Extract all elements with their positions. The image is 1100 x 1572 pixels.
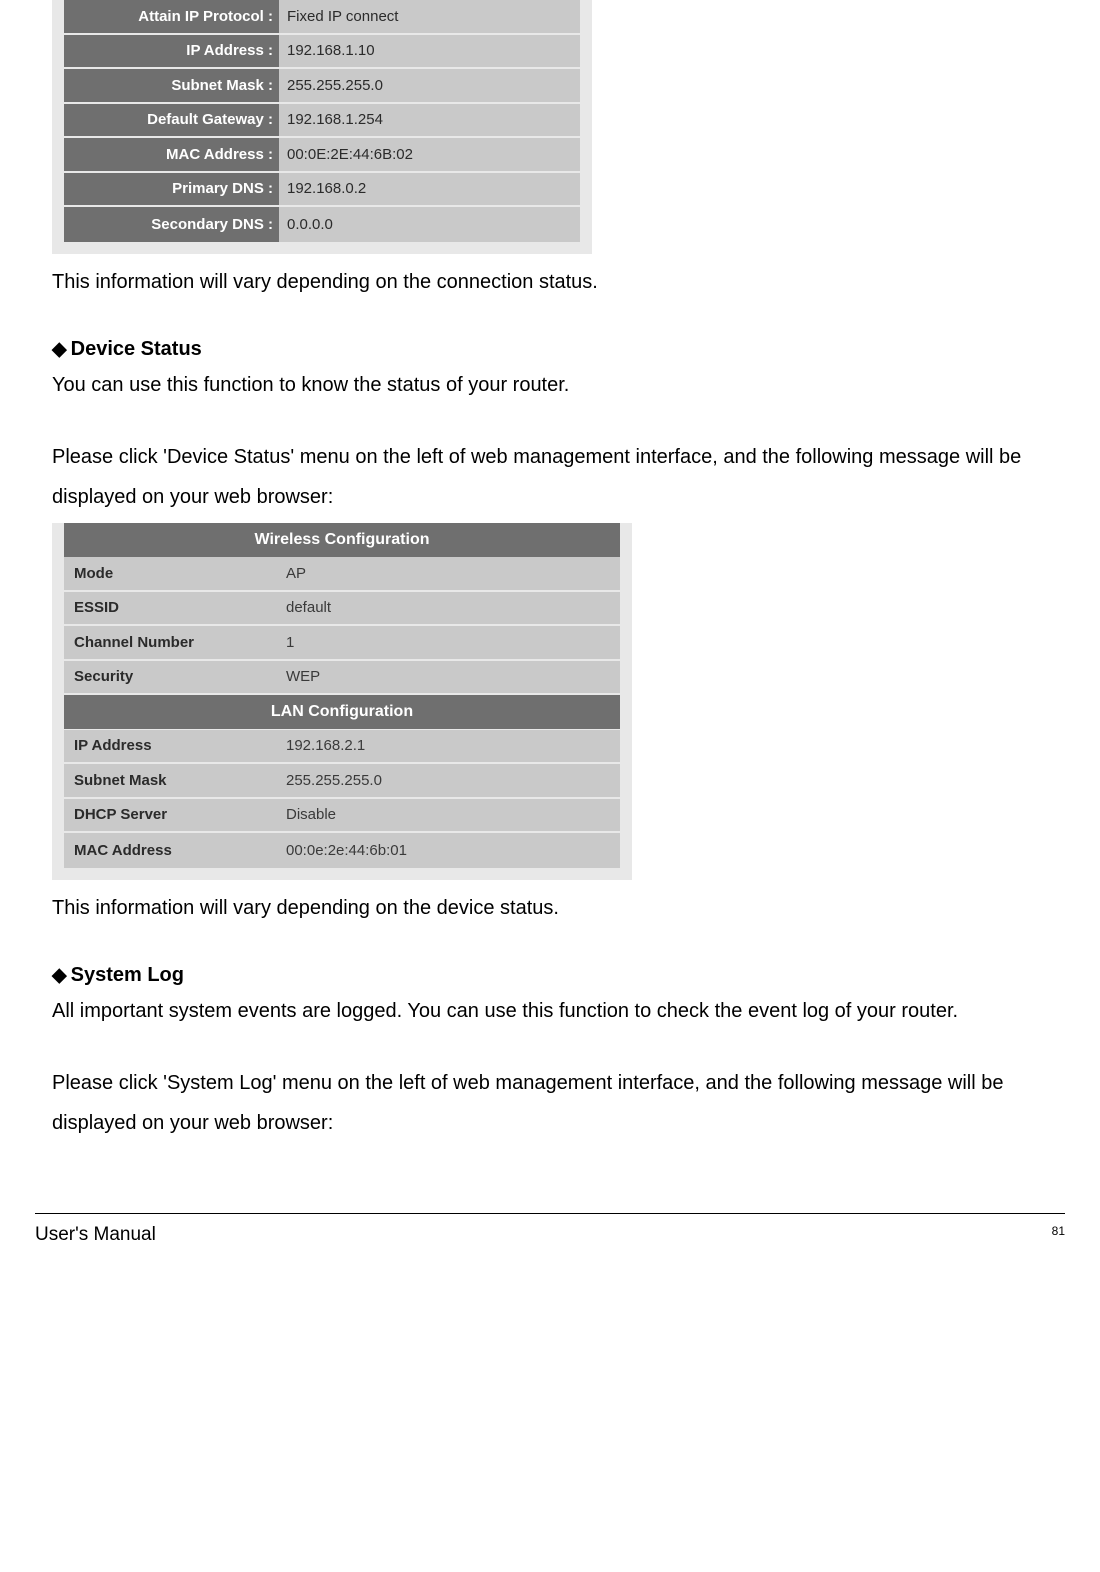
row-value: Fixed IP connect — [279, 0, 580, 33]
footer-title: User's Manual — [35, 1224, 156, 1246]
diamond-bullet-icon: ◆ — [52, 965, 67, 986]
row-value: WEP — [264, 661, 620, 694]
system-log-heading: ◆System Log — [52, 964, 1065, 987]
row-value: 192.168.1.10 — [279, 35, 580, 68]
table-row: Subnet Mask : 255.255.255.0 — [64, 69, 580, 104]
row-label: Primary DNS : — [64, 173, 279, 206]
row-label: Security — [64, 661, 264, 694]
row-label: Attain IP Protocol : — [64, 0, 279, 33]
heading-text: System Log — [71, 964, 184, 986]
paragraph: Please click 'System Log' menu on the le… — [52, 1063, 1065, 1143]
paragraph: This information will vary depending on … — [52, 888, 1065, 928]
table-row: Security WEP — [64, 661, 620, 696]
row-value: 0.0.0.0 — [279, 207, 580, 242]
paragraph: This information will vary depending on … — [52, 262, 1065, 302]
row-label: DHCP Server — [64, 799, 264, 832]
row-label: Channel Number — [64, 626, 264, 659]
row-value: default — [264, 592, 620, 625]
row-value: 255.255.255.0 — [264, 764, 620, 797]
row-value: 00:0E:2E:44:6B:02 — [279, 138, 580, 171]
row-label: Subnet Mask — [64, 764, 264, 797]
row-value: 192.168.1.254 — [279, 104, 580, 137]
row-value: 1 — [264, 626, 620, 659]
table-header-row: LAN Configuration — [64, 695, 620, 730]
row-label: IP Address : — [64, 35, 279, 68]
row-label: IP Address — [64, 730, 264, 763]
page-content: Attain IP Protocol : Fixed IP connect IP… — [35, 0, 1065, 1246]
row-label: MAC Address — [64, 833, 264, 868]
paragraph: You can use this function to know the st… — [52, 365, 1065, 405]
table-row: Secondary DNS : 0.0.0.0 — [64, 207, 580, 242]
table-row: ESSID default — [64, 592, 620, 627]
table-row: MAC Address 00:0e:2e:44:6b:01 — [64, 833, 620, 868]
table-row: MAC Address : 00:0E:2E:44:6B:02 — [64, 138, 580, 173]
heading-text: Device Status — [71, 338, 202, 360]
row-value: 00:0e:2e:44:6b:01 — [264, 833, 620, 868]
row-value: 255.255.255.0 — [279, 69, 580, 102]
paragraph: Please click 'Device Status' menu on the… — [52, 437, 1065, 517]
page-footer: User's Manual 81 — [35, 1213, 1065, 1246]
row-value: AP — [264, 557, 620, 590]
table-row: Mode AP — [64, 557, 620, 592]
row-value: Disable — [264, 799, 620, 832]
row-label: Subnet Mask : — [64, 69, 279, 102]
table-row: Primary DNS : 192.168.0.2 — [64, 173, 580, 208]
row-label: Secondary DNS : — [64, 207, 279, 242]
row-value: 192.168.2.1 — [264, 730, 620, 763]
device-status-heading: ◆Device Status — [52, 338, 1065, 361]
table-row: Channel Number 1 — [64, 626, 620, 661]
page-number: 81 — [1052, 1224, 1065, 1238]
table-row: IP Address 192.168.2.1 — [64, 730, 620, 765]
table-header-row: Wireless Configuration — [64, 523, 620, 558]
paragraph: All important system events are logged. … — [52, 991, 1065, 1031]
table-row: Subnet Mask 255.255.255.0 — [64, 764, 620, 799]
table-row: IP Address : 192.168.1.10 — [64, 35, 580, 70]
device-status-table: Wireless Configuration Mode AP ESSID def… — [52, 523, 632, 880]
table-row: Attain IP Protocol : Fixed IP connect — [64, 0, 580, 35]
ip-settings-table: Attain IP Protocol : Fixed IP connect IP… — [52, 0, 592, 254]
row-label: Mode — [64, 557, 264, 590]
row-label: MAC Address : — [64, 138, 279, 171]
row-label: Default Gateway : — [64, 104, 279, 137]
row-label: ESSID — [64, 592, 264, 625]
table-row: DHCP Server Disable — [64, 799, 620, 834]
lan-config-header: LAN Configuration — [64, 695, 620, 729]
table-row: Default Gateway : 192.168.1.254 — [64, 104, 580, 139]
diamond-bullet-icon: ◆ — [52, 339, 67, 360]
row-value: 192.168.0.2 — [279, 173, 580, 206]
wireless-config-header: Wireless Configuration — [64, 523, 620, 557]
